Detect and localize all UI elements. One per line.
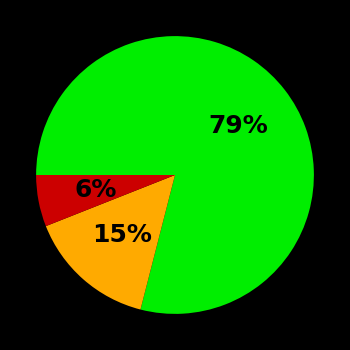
Text: 15%: 15% bbox=[92, 223, 152, 247]
Text: 79%: 79% bbox=[209, 114, 268, 138]
Text: 6%: 6% bbox=[75, 178, 117, 202]
Wedge shape bbox=[36, 36, 314, 314]
Wedge shape bbox=[36, 175, 175, 226]
Wedge shape bbox=[46, 175, 175, 309]
